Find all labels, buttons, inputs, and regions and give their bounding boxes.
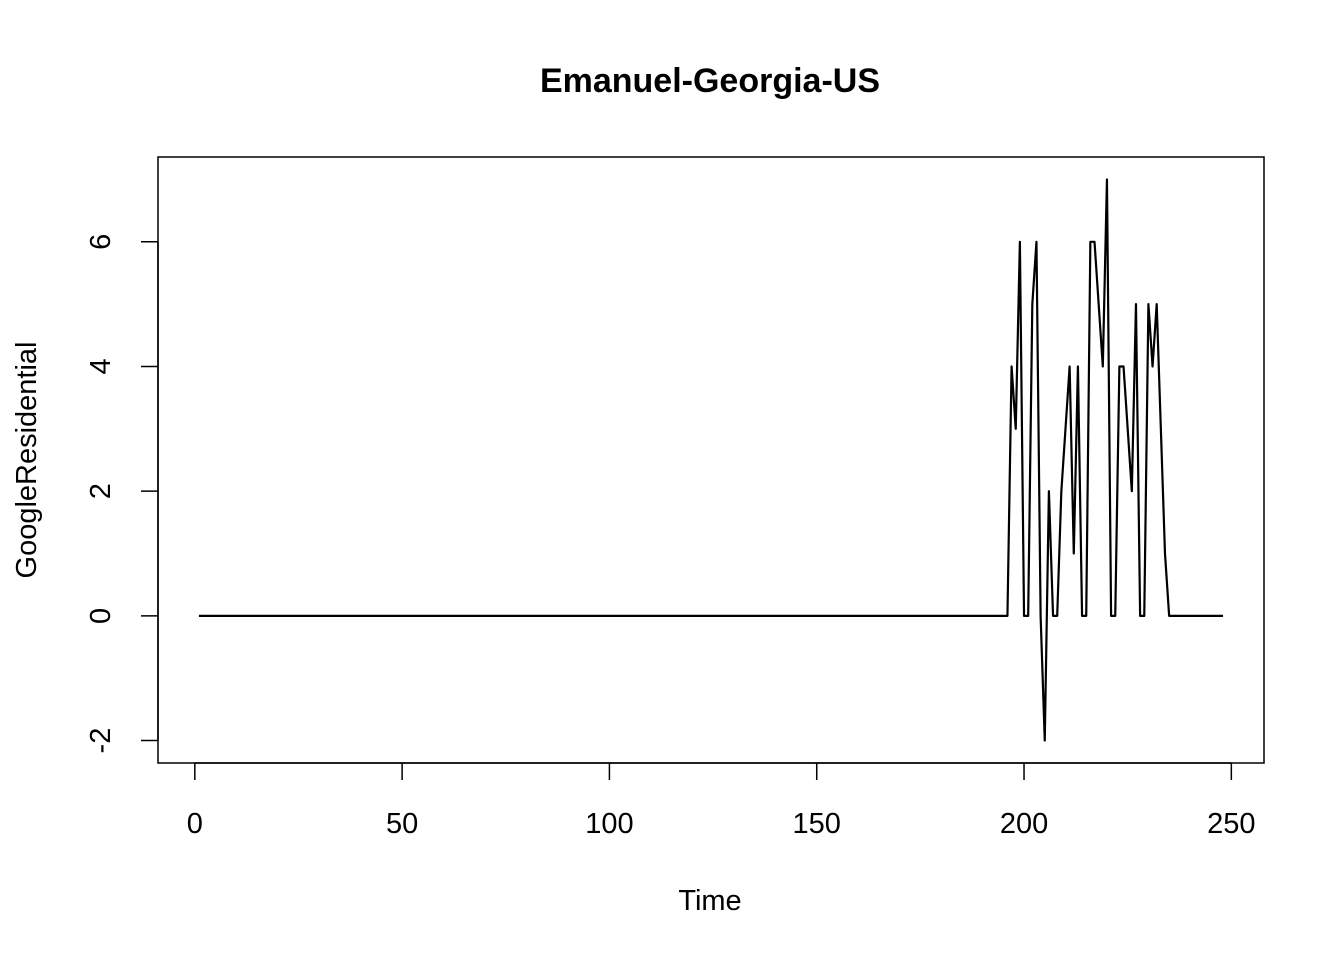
x-tick-label: 250 — [1207, 808, 1255, 840]
y-tick-label: 2 — [85, 483, 117, 499]
x-tick-label: 100 — [585, 808, 633, 840]
y-axis-label: GoogleResidential — [11, 342, 43, 579]
series-line — [198, 178, 1224, 742]
x-tick-label: 50 — [386, 808, 418, 840]
chart-title: Emanuel-Georgia-US — [540, 62, 880, 100]
x-tick-label: 0 — [187, 808, 203, 840]
y-tick-label: 0 — [85, 608, 117, 624]
y-axis: -2 0 2 4 6 — [85, 234, 159, 754]
plot-frame — [157, 156, 1265, 764]
x-axis: 0 50 100 150 200 250 — [187, 762, 1256, 840]
y-tick-label: -2 — [85, 728, 117, 754]
x-tick-label: 150 — [793, 808, 841, 840]
x-tick-label: 200 — [1000, 808, 1048, 840]
y-tick-label: 6 — [85, 234, 117, 250]
y-tick-label: 4 — [85, 358, 117, 374]
x-axis-label: Time — [678, 885, 741, 917]
